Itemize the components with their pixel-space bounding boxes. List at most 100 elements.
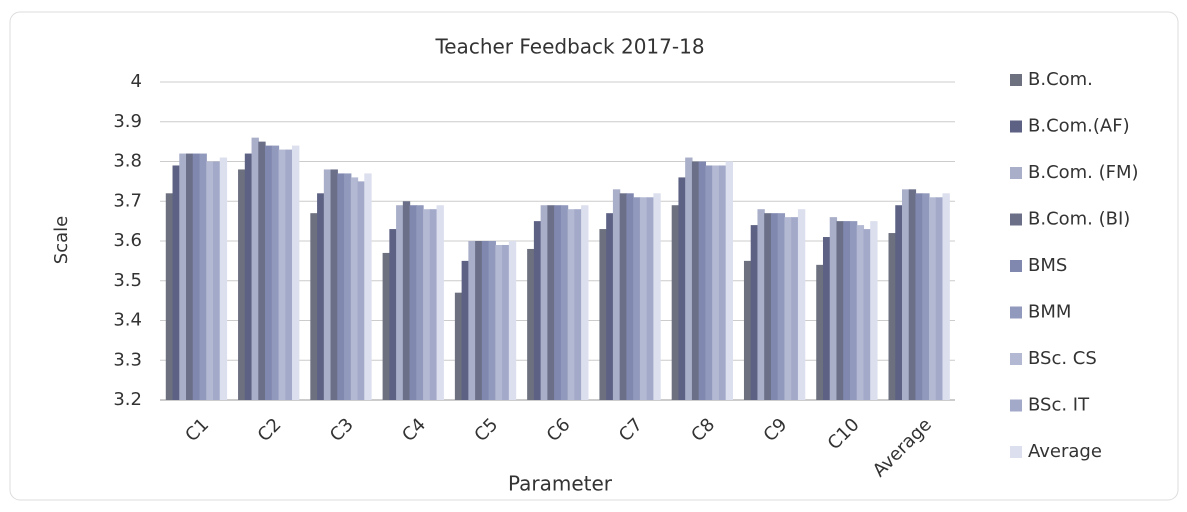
legend-swatch xyxy=(1010,120,1022,133)
legend-swatch xyxy=(1010,353,1022,365)
bar xyxy=(337,173,345,400)
bar xyxy=(612,189,621,400)
bar xyxy=(508,241,517,400)
bar xyxy=(436,205,444,400)
chart-title: Teacher Feedback 2017-18 xyxy=(434,35,704,59)
bar xyxy=(310,213,318,400)
bar xyxy=(165,193,174,400)
bar xyxy=(935,197,944,400)
y-tick-label: 3.4 xyxy=(113,310,142,331)
bar xyxy=(829,217,838,400)
bar xyxy=(705,165,713,400)
bar xyxy=(547,205,555,400)
bar xyxy=(423,209,431,400)
bar xyxy=(888,233,896,400)
bar xyxy=(416,205,424,400)
bar xyxy=(344,173,352,400)
bar xyxy=(691,161,700,400)
legend-label: B.Com. (BI) xyxy=(1028,209,1130,230)
bar xyxy=(902,189,910,400)
bar xyxy=(461,260,469,400)
bar xyxy=(671,205,680,400)
bar xyxy=(791,217,799,400)
bar xyxy=(186,153,194,400)
bar xyxy=(271,145,280,400)
y-tick-label: 3.5 xyxy=(113,270,142,291)
bar xyxy=(784,217,792,400)
x-axis-label: Parameter xyxy=(508,472,613,496)
bar xyxy=(357,181,365,400)
legend-label: B.Com. (FM) xyxy=(1028,162,1139,183)
legend-swatch xyxy=(1010,446,1022,458)
bar xyxy=(599,229,607,400)
bar xyxy=(928,197,937,400)
bar xyxy=(574,209,582,400)
bar xyxy=(626,193,634,400)
bar xyxy=(822,237,831,400)
bar xyxy=(797,209,806,400)
bar xyxy=(364,173,372,400)
bar xyxy=(816,264,824,400)
y-tick-label: 3.7 xyxy=(113,190,142,211)
legend-swatch xyxy=(1010,306,1022,319)
bar xyxy=(278,149,286,400)
bar xyxy=(633,197,641,400)
legend-label: B.Com.(AF) xyxy=(1028,116,1130,137)
bar xyxy=(908,189,917,400)
bar xyxy=(870,221,878,400)
legend-label: Average xyxy=(1028,441,1102,462)
bar xyxy=(743,260,752,400)
bar xyxy=(389,229,397,400)
legend-label: B.Com. xyxy=(1028,69,1093,90)
y-tick-label: 3.2 xyxy=(113,389,142,410)
bar xyxy=(757,209,765,400)
bar xyxy=(495,244,503,400)
bar xyxy=(238,169,246,400)
legend-swatch xyxy=(1010,213,1022,226)
bar xyxy=(468,241,476,400)
bar xyxy=(199,153,207,400)
bar xyxy=(292,145,300,400)
bar xyxy=(429,209,438,400)
bar xyxy=(942,193,950,400)
bar xyxy=(382,252,390,400)
bar xyxy=(172,165,180,400)
y-tick-label: 3.3 xyxy=(113,349,142,370)
bar xyxy=(567,209,575,400)
bar xyxy=(213,161,221,400)
bar xyxy=(527,248,535,400)
legend-label: BMS xyxy=(1028,255,1067,276)
legend-swatch xyxy=(1010,74,1022,86)
y-tick-label: 3.9 xyxy=(113,111,142,132)
bar xyxy=(454,292,463,400)
bar xyxy=(244,153,253,400)
bar xyxy=(179,153,187,400)
bar xyxy=(219,157,228,400)
bar xyxy=(849,221,858,400)
legend-label: BMM xyxy=(1028,302,1071,323)
bar xyxy=(764,213,772,400)
bar xyxy=(396,205,404,400)
bar xyxy=(770,213,779,400)
bar xyxy=(712,165,720,400)
bar xyxy=(265,145,273,400)
bar xyxy=(698,161,707,400)
bar xyxy=(685,157,693,400)
y-tick-label: 4 xyxy=(131,71,142,92)
bar xyxy=(285,149,293,400)
bar xyxy=(258,141,266,400)
bar xyxy=(653,193,661,400)
bar xyxy=(619,193,627,400)
bar xyxy=(750,225,759,400)
y-tick-label: 3.8 xyxy=(113,151,142,172)
bar xyxy=(678,177,686,400)
bar xyxy=(922,193,930,400)
bar xyxy=(330,169,338,400)
y-axis-label: Scale xyxy=(51,216,72,264)
legend-label: BSc. CS xyxy=(1028,348,1097,369)
bar xyxy=(915,193,923,400)
bar xyxy=(402,201,411,400)
bar xyxy=(646,197,654,400)
bar xyxy=(856,225,865,400)
